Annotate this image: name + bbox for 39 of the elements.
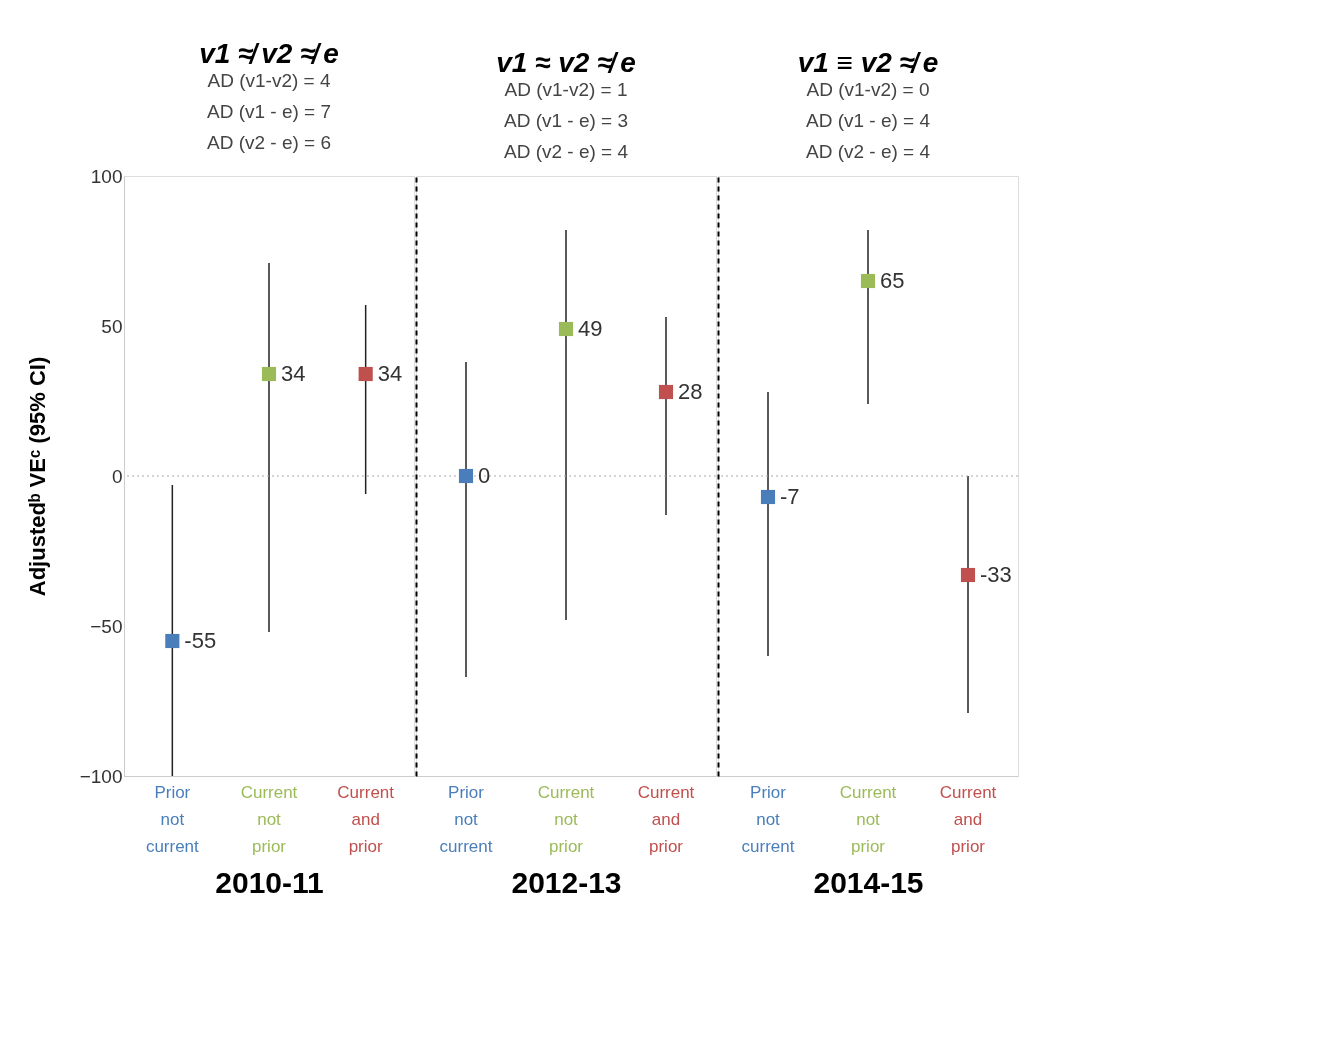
text: AD (v1 - e) = 7 xyxy=(206,101,332,122)
text: AD (v2 - e) = 4 xyxy=(503,141,629,162)
chart-title: v1 ≡ v2 ≉ e xyxy=(797,47,939,78)
x-tick-label: Prior not current xyxy=(439,782,493,856)
x-tick-label: Current not prior xyxy=(839,782,897,856)
x-tick-label: Current not prior xyxy=(537,782,595,856)
data-label: 49 xyxy=(578,316,603,341)
data-label: -55 xyxy=(184,628,217,653)
chart-title: v1 ≈ v2 ≉ e xyxy=(496,47,636,78)
y-tick-label: 0 xyxy=(111,465,123,487)
data-label: 65 xyxy=(880,268,905,293)
data-label: -7 xyxy=(780,484,800,509)
x-tick-label: Current not prior xyxy=(240,782,298,856)
y-tick-label: −100 xyxy=(79,765,123,787)
x-axis-title: 2012-13 xyxy=(511,865,622,899)
text: AD (v2 - e) = 4 xyxy=(805,141,931,162)
x-tick-label: Current and prior xyxy=(337,782,395,856)
y-tick-label: 100 xyxy=(90,165,123,187)
data-label: 28 xyxy=(678,379,703,404)
x-tick-label: Prior not current xyxy=(741,782,795,856)
data-label: 34 xyxy=(281,361,306,386)
text: AD (v2 - e) = 6 xyxy=(206,132,332,153)
y-tick-label: −50 xyxy=(90,615,123,637)
chart-title: v1 ≉ v2 ≉ e xyxy=(199,38,339,69)
text: AD (v1 - e) = 3 xyxy=(503,110,629,131)
x-tick-label: Current and prior xyxy=(637,782,695,856)
x-axis-title: 2010-11 xyxy=(215,865,324,899)
data-label: 34 xyxy=(377,361,403,386)
y-axis-title: Adjustedᵇ VEᶜ (95% CI) xyxy=(24,356,50,597)
text: AD (v1-v2) = 4 xyxy=(207,70,331,91)
x-tick-label: Current and prior xyxy=(939,782,997,856)
y-tick-label: 50 xyxy=(101,315,123,337)
x-axis-title: 2014-15 xyxy=(813,865,924,899)
data-label: -33 xyxy=(980,562,1012,587)
data-label: 0 xyxy=(478,463,491,488)
x-tick-label: Prior not current xyxy=(145,782,200,856)
text: AD (v1 - e) = 4 xyxy=(805,110,931,131)
text: AD (v1-v2) = 1 xyxy=(504,79,628,100)
text: AD (v1-v2) = 0 xyxy=(806,79,930,100)
